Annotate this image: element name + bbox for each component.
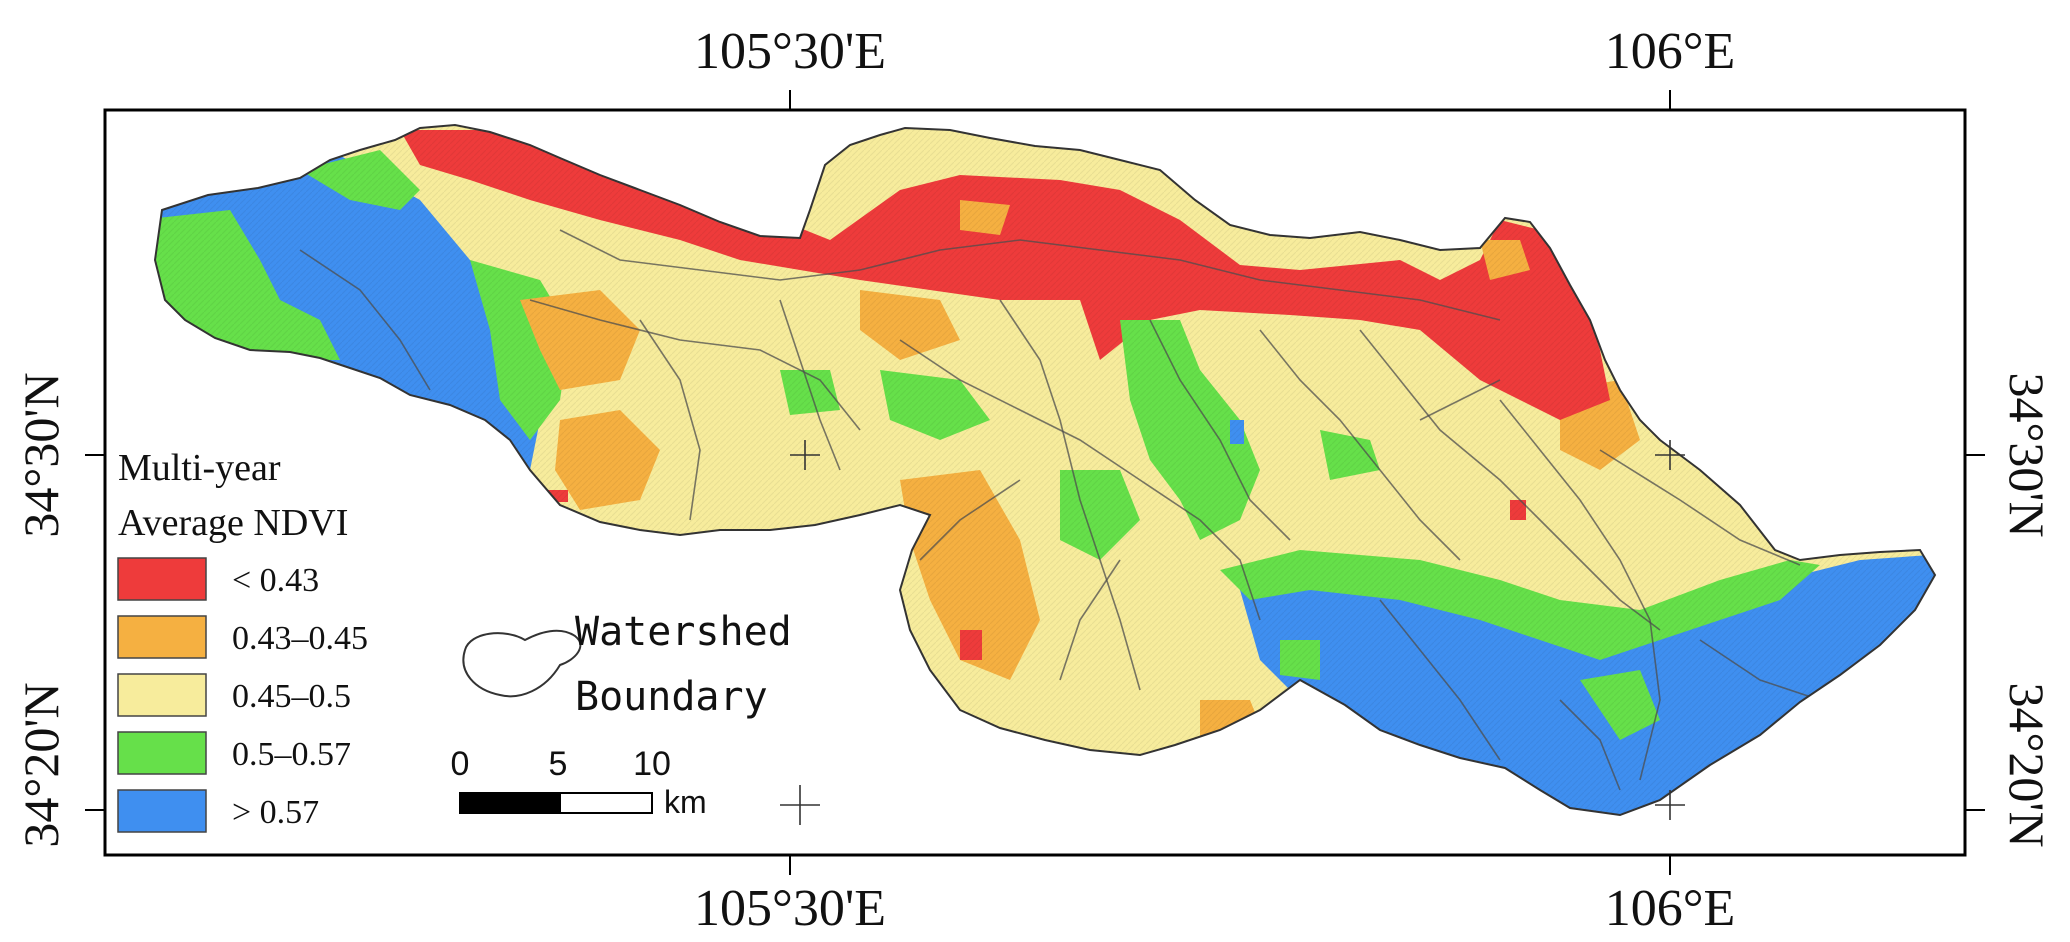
legend-swatch-0 — [117, 557, 207, 601]
right-label-34-20: 34°20'N — [1999, 682, 2055, 847]
top-label-106: 106°E — [1605, 23, 1736, 80]
scale-tick-10: 10 — [633, 745, 671, 783]
legend-swatch-3 — [117, 731, 207, 775]
legend-label-0: < 0.43 — [232, 562, 319, 599]
boundary-symbol — [462, 629, 582, 698]
legend-title-line2: Average NDVI — [118, 502, 348, 544]
boundary-label-line2: Boundary — [575, 674, 768, 720]
frame-ticks — [85, 90, 1985, 875]
watershed-outline — [153, 123, 1937, 817]
top-label-105-30: 105°30'E — [694, 23, 886, 80]
bottom-label-106: 106°E — [1605, 880, 1736, 937]
left-label-34-30: 34°30'N — [13, 372, 69, 537]
legend-swatch-4 — [117, 789, 207, 833]
scale-segment-2 — [559, 792, 653, 814]
legend-swatch-1 — [117, 615, 207, 659]
boundary-label-line1: Watershed — [575, 609, 792, 655]
left-label-34-20: 34°20'N — [13, 682, 69, 847]
scale-tick-0: 0 — [451, 745, 470, 783]
scale-tick-5: 5 — [549, 745, 568, 783]
legend-label-1: 0.43–0.45 — [232, 620, 368, 657]
legend-label-4: > 0.57 — [232, 794, 319, 831]
scale-segment-1 — [459, 792, 561, 814]
sub-watershed-lines — [299, 229, 1881, 791]
graticule-crosses — [780, 440, 1685, 825]
right-label-34-30: 34°30'N — [1999, 372, 2055, 537]
legend-swatch-2 — [117, 673, 207, 717]
legend-title-line1: Multi-year — [118, 447, 281, 489]
watershed-boundary-legend: Watershed Boundary — [462, 609, 792, 720]
bottom-label-105-30: 105°30'E — [694, 880, 886, 937]
ndvi-legend: Multi-year Average NDVI < 0.43 0.43–0.45 0… — [108, 445, 438, 845]
legend-label-2: 0.45–0.5 — [232, 678, 351, 715]
scale-unit: km — [664, 784, 707, 820]
legend-label-3: 0.5–0.57 — [232, 736, 351, 773]
scale-bar: 0 5 10 km — [451, 745, 707, 820]
